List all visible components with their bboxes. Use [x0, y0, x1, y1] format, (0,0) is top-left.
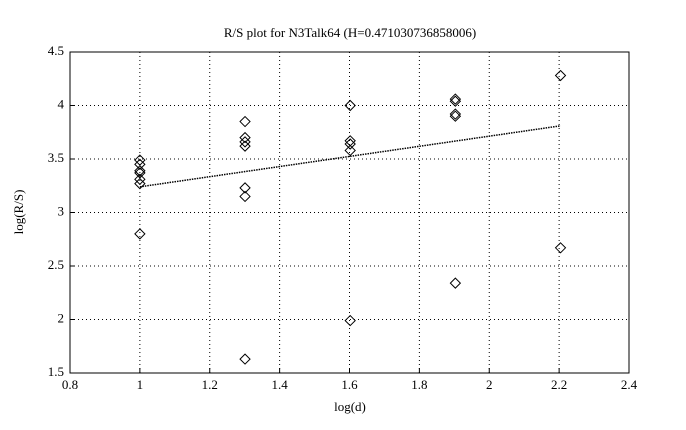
y-tick-label: 3	[58, 203, 65, 218]
data-point	[554, 242, 567, 254]
x-tick-label: 0.8	[62, 377, 78, 392]
data-point	[134, 228, 146, 240]
x-tick-label: 1.4	[272, 377, 289, 392]
y-tick-label: 4	[58, 96, 65, 111]
y-tick-label: 1.5	[48, 364, 64, 379]
x-tick-label: 1.6	[341, 377, 358, 392]
x-tick-label: 1.8	[411, 377, 427, 392]
data-point	[239, 353, 251, 365]
fit-line	[139, 125, 561, 188]
x-tick-label: 2.2	[551, 377, 567, 392]
data-point	[239, 140, 251, 152]
chart-title: R/S plot for N3Talk64 (H=0.4710307368580…	[224, 25, 476, 40]
y-tick-label: 2	[58, 310, 65, 325]
data-point	[344, 144, 356, 157]
data-point	[239, 115, 251, 128]
data-point	[239, 131, 251, 144]
y-tick-label: 4.5	[48, 43, 64, 58]
data-point	[344, 99, 356, 112]
data-point	[239, 136, 251, 148]
x-tick-label: 2	[486, 377, 493, 392]
data-point	[239, 182, 251, 194]
y-tick-label: 3.5	[48, 150, 64, 165]
data-point	[449, 110, 462, 122]
data-point	[449, 108, 462, 120]
data-point	[134, 158, 146, 171]
y-axis-label: log(R/S)	[11, 190, 26, 235]
x-tick-label: 1	[137, 377, 144, 392]
x-tick-label: 2.4	[621, 377, 638, 392]
x-axis-label: log(d)	[334, 399, 366, 414]
data-point	[449, 95, 462, 107]
data-point	[239, 190, 251, 203]
x-tick-label: 1.2	[202, 377, 218, 392]
data-point	[344, 138, 356, 150]
data-point	[134, 173, 146, 186]
data-point	[344, 135, 356, 147]
data-point	[554, 69, 567, 82]
data-point	[134, 165, 146, 177]
data-point	[344, 314, 356, 327]
data-point	[134, 177, 146, 190]
y-tick-label: 2.5	[48, 257, 64, 272]
data-point	[449, 277, 462, 289]
data-point	[449, 93, 462, 105]
plot-frame	[69, 51, 630, 374]
